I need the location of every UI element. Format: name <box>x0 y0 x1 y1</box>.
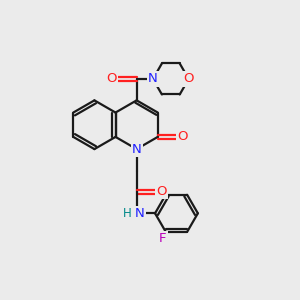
Text: O: O <box>177 130 188 143</box>
Text: N: N <box>132 142 142 156</box>
Text: O: O <box>106 73 117 85</box>
Text: O: O <box>156 185 167 198</box>
Text: F: F <box>159 232 166 245</box>
Text: O: O <box>183 73 194 85</box>
Text: N: N <box>148 73 158 85</box>
Text: N: N <box>135 207 145 220</box>
Text: H: H <box>123 207 132 220</box>
